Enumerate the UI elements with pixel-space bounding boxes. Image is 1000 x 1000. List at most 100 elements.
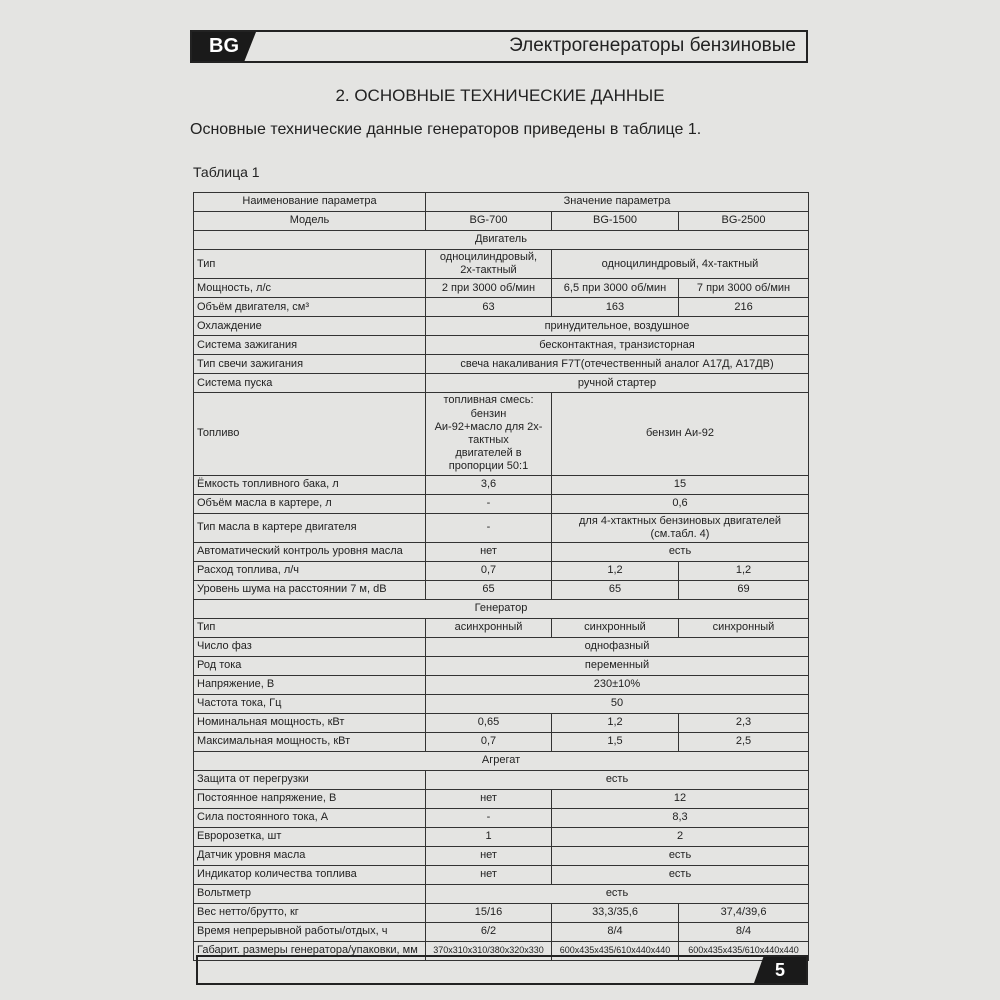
- value-cell: 6/2: [425, 921, 552, 942]
- table-row: Тип одноцилиндровый, 2х-тактный одноцилинд…: [193, 248, 810, 280]
- table-row: Тип свечи зажигания свеча накаливания F7T…: [193, 354, 810, 375]
- table-row: Тип асинхронный синхронный синхронный: [193, 617, 810, 638]
- section-cell: Агрегат: [192, 750, 810, 771]
- param-cell: Вес нетто/брутто, кг: [193, 902, 426, 923]
- table-row: Автоматический контроль уровня масла нет е…: [193, 541, 810, 562]
- param-cell: Защита от перегрузки: [193, 769, 426, 790]
- value-cell: нет: [425, 788, 552, 809]
- section-title: 2. ОСНОВНЫЕ ТЕХНИЧЕСКИЕ ДАННЫЕ: [335, 86, 665, 105]
- param-cell: Система пуска: [193, 373, 426, 394]
- param-cell: Вольтметр: [193, 883, 426, 904]
- table-row: Род тока переменный: [193, 655, 810, 676]
- value-cell: 2 при 3000 об/мин: [425, 278, 552, 299]
- table-row: Индикатор количества топлива нет есть: [193, 864, 810, 885]
- value-cell: 2: [550, 826, 810, 847]
- spec-table: Наименование параметра Значение параметра…: [192, 192, 810, 961]
- value-cell: BG-2500: [677, 211, 810, 231]
- param-cell: Число фаз: [193, 636, 426, 657]
- param-cell: Индикатор количества топлива: [193, 864, 426, 885]
- value-cell: есть: [550, 864, 810, 885]
- value-cell: 12: [550, 788, 810, 809]
- param-cell: Напряжение, В: [193, 674, 426, 695]
- table-row: Уровень шума на расстоянии 7 м, dB 65 65 69: [193, 579, 810, 600]
- value-cell: -: [425, 493, 552, 514]
- value-cell: бензин Аи-92: [550, 392, 810, 476]
- param-cell: Род тока: [193, 655, 426, 676]
- param-cell: Объём двигателя, см³: [193, 297, 426, 318]
- value-cell: однофазный: [424, 636, 810, 657]
- value-cell: 69: [677, 579, 810, 600]
- value-cell: есть: [424, 769, 810, 790]
- page-number: 5: [754, 957, 806, 983]
- param-cell: Охлаждение: [193, 316, 426, 337]
- value-cell: 7 при 3000 об/мин: [677, 278, 810, 299]
- value-cell: свеча накаливания F7T(отечественный анал…: [424, 354, 810, 375]
- table-row: Двигатель: [192, 230, 810, 250]
- table-row: Расход топлива, л/ч 0,7 1,2 1,2: [193, 560, 810, 581]
- param-cell: Автоматический контроль уровня масла: [193, 541, 426, 562]
- table-row: Генератор: [192, 598, 810, 619]
- value-cell: принудительное, воздушное: [424, 316, 810, 337]
- table-row: Охлаждение принудительное, воздушное: [193, 316, 810, 337]
- param-cell: Евророзетка, шт: [193, 826, 426, 847]
- value-cell: 15: [550, 474, 810, 495]
- table-row: Номинальная мощность, кВт 0,65 1,2 2,3: [193, 712, 810, 733]
- param-cell: Максимальная мощность, кВт: [193, 731, 426, 752]
- param-cell: Номинальная мощность, кВт: [193, 712, 426, 733]
- value-cell: 8/4: [677, 921, 810, 942]
- section-cell: Генератор: [192, 598, 810, 619]
- intro: Основные технические данные генераторов …: [190, 121, 702, 138]
- table-row: Топливо топливная смесь: бензин Аи-92+мас…: [193, 392, 810, 476]
- table-caption: Таблица 1: [193, 164, 260, 180]
- value-cell: 37,4/39,6: [677, 902, 810, 923]
- value-cell: синхронный: [677, 617, 810, 638]
- table-row: Время непрерывной работы/отдых, ч 6/2 8/4 8…: [193, 921, 810, 942]
- value-cell: 33,3/35,6: [551, 902, 679, 923]
- param-cell: Постоянное напряжение, В: [193, 788, 426, 809]
- value-cell: 0,65: [425, 712, 552, 733]
- value-cell: -: [425, 807, 552, 828]
- header: BG Электрогенераторы бензиновые: [190, 30, 808, 63]
- param-cell: Тип свечи зажигания: [193, 354, 426, 375]
- param-cell: Уровень шума на расстоянии 7 м, dB: [193, 579, 426, 600]
- value-cell: 15/16: [425, 902, 552, 923]
- value-cell: 230±10%: [424, 674, 810, 695]
- value-cell: -: [425, 512, 552, 543]
- param-cell: Тип масла в картере двигателя: [193, 512, 426, 543]
- value-cell: 8/4: [551, 921, 679, 942]
- value-cell: Значение параметра: [424, 192, 810, 212]
- table-row: Сила постоянного тока, А -8,3: [193, 807, 810, 828]
- param-cell: Сила постоянного тока, А: [193, 807, 426, 828]
- value-cell: 65: [551, 579, 679, 600]
- value-cell: 0,7: [425, 731, 552, 752]
- value-cell: топливная смесь: бензин Аи-92+масло для …: [425, 392, 552, 476]
- param-cell: Ёмкость топливного бака, л: [193, 474, 426, 495]
- table-row: Число фаз однофазный: [193, 636, 810, 657]
- value-cell: 1,2: [551, 712, 679, 733]
- header-title: Электрогенераторы бензиновые: [509, 35, 796, 56]
- table-row: Мощность, л/с 2 при 3000 об/мин 6,5 при 30…: [193, 278, 810, 299]
- param-cell: Модель: [193, 211, 426, 231]
- value-cell: есть: [550, 541, 810, 562]
- footer: 5: [196, 955, 808, 985]
- value-cell: 6,5 при 3000 об/мин: [551, 278, 679, 299]
- table-row: Вес нетто/брутто, кг 15/16 33,3/35,6 37,4/3…: [193, 902, 810, 923]
- value-cell: 216: [677, 297, 810, 318]
- value-cell: есть: [424, 883, 810, 904]
- param-cell: Частота тока, Гц: [193, 693, 426, 714]
- value-cell: 1,5: [551, 731, 679, 752]
- value-cell: 0,6: [550, 493, 810, 514]
- param-cell: Топливо: [193, 392, 426, 476]
- value-cell: синхронный: [551, 617, 679, 638]
- table-row: Объём масла в картере, л -0,6: [193, 493, 810, 514]
- param-cell: Наименование параметра: [193, 192, 426, 212]
- param-cell: Объём масла в картере, л: [193, 493, 426, 514]
- table-row: Агрегат: [192, 750, 810, 771]
- param-cell: Датчик уровня масла: [193, 845, 426, 866]
- value-cell: нет: [425, 864, 552, 885]
- table-row: Объём двигателя, см³ 63 163 216: [193, 297, 810, 318]
- value-cell: бесконтактная, транзисторная: [424, 335, 810, 356]
- value-cell: 2,5: [677, 731, 810, 752]
- section-cell: Двигатель: [192, 230, 810, 250]
